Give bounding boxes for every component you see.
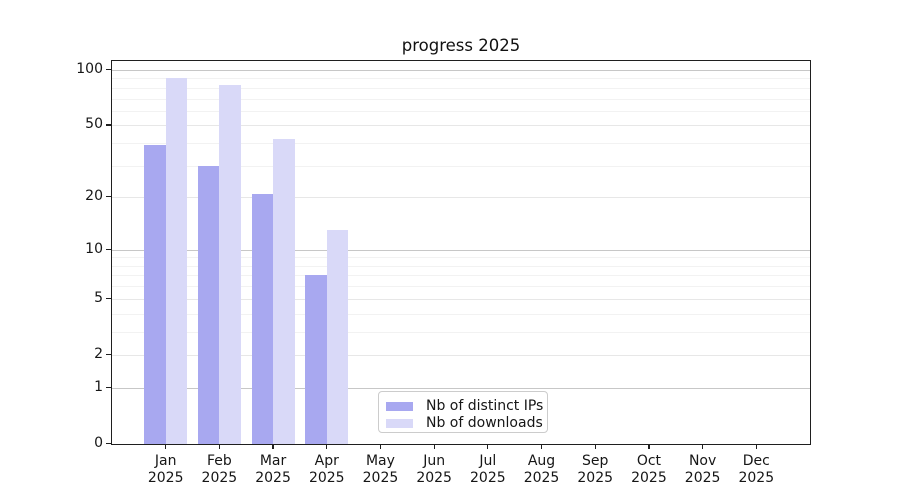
y-tick-mark-10 — [106, 248, 111, 250]
y-tick-mark-2 — [106, 353, 111, 356]
y-tick-label-1: 1 — [94, 378, 103, 395]
y-tick-label-2: 2 — [94, 345, 103, 362]
gridline-minor-60 — [112, 110, 810, 112]
gridline-1 — [112, 387, 810, 389]
gridline-20 — [112, 197, 810, 199]
x-tick-label-feb: Feb 2025 — [201, 453, 238, 486]
legend-item-nb-of-downloads: Nb of downloads — [386, 415, 547, 431]
gridline-minor-40 — [112, 143, 810, 145]
y-tick-label-100: 100 — [76, 61, 103, 77]
gridline-minor-7 — [112, 275, 810, 277]
x-tick-mark-oct — [648, 444, 650, 449]
y-tick-mark-1 — [106, 386, 111, 389]
x-tick-label-jul: Jul 2025 — [470, 453, 506, 486]
gridline-minor-30 — [112, 165, 810, 167]
bar-nb-of-distinct-ips-mar — [251, 193, 274, 444]
x-tick-label-mar: Mar 2025 — [255, 453, 291, 486]
legend-item-nb-of-distinct-ips: Nb of distinct IPs — [386, 398, 547, 414]
y-tick-mark-100 — [106, 69, 111, 71]
legend-label: Nb of downloads — [426, 415, 543, 431]
x-tick-mark-jun — [433, 444, 435, 449]
bar-nb-of-downloads-apr — [326, 230, 349, 444]
gridline-minor-4 — [112, 313, 810, 315]
y-tick-mark-50 — [106, 124, 111, 126]
gridline-minor-90 — [112, 78, 810, 80]
bar-nb-of-downloads-mar — [273, 139, 295, 444]
gridline-minor-8 — [112, 265, 810, 267]
x-tick-mark-mar — [272, 444, 274, 449]
x-tick-mark-apr — [326, 444, 328, 449]
gridline-minor-6 — [112, 286, 810, 288]
bar-nb-of-distinct-ips-apr — [305, 275, 327, 444]
x-tick-label-nov: Nov 2025 — [684, 453, 721, 486]
x-tick-mark-nov — [702, 444, 704, 449]
gridline-2 — [112, 354, 810, 356]
x-tick-mark-feb — [218, 444, 220, 449]
x-tick-label-may: May 2025 — [362, 453, 399, 486]
gridline-10 — [112, 249, 810, 251]
plot-area — [111, 60, 811, 445]
bar-nb-of-distinct-ips-jan — [144, 145, 166, 444]
gridline-minor-70 — [112, 98, 810, 100]
legend-swatch — [386, 418, 413, 428]
x-tick-label-jan: Jan 2025 — [147, 453, 184, 486]
y-tick-mark-5 — [106, 297, 111, 299]
x-tick-label-aug: Aug 2025 — [523, 453, 560, 486]
gridline-minor-3 — [112, 331, 810, 333]
x-tick-label-sep: Sep 2025 — [577, 453, 614, 486]
bar-nb-of-distinct-ips-feb — [197, 165, 220, 444]
gridline-minor-80 — [112, 87, 810, 89]
y-tick-label-20: 20 — [85, 188, 103, 205]
legend: Nb of distinct IPs Nb of downloads — [378, 391, 548, 433]
y-tick-mark-20 — [106, 196, 111, 198]
legend-swatch — [386, 401, 413, 411]
x-tick-mark-jan — [165, 444, 167, 449]
x-tick-mark-jul — [487, 444, 489, 449]
y-tick-label-5: 5 — [94, 289, 103, 306]
legend-label: Nb of distinct IPs — [426, 398, 544, 414]
y-tick-label-0: 0 — [94, 435, 103, 451]
x-tick-label-apr: Apr 2025 — [308, 453, 345, 486]
gridline-50 — [112, 125, 810, 127]
x-tick-mark-sep — [594, 444, 596, 449]
gridline-minor-9 — [112, 257, 810, 259]
x-tick-mark-may — [379, 444, 382, 449]
gridline-100 — [112, 70, 810, 71]
chart-title: progress 2025 — [401, 36, 521, 55]
y-tick-label-10: 10 — [85, 240, 103, 257]
y-tick-mark-0 — [106, 443, 111, 445]
y-tick-label-50: 50 — [85, 116, 103, 133]
x-tick-label-oct: Oct 2025 — [631, 453, 667, 486]
x-tick-mark-dec — [755, 444, 757, 449]
x-tick-label-jun: Jun 2025 — [416, 453, 452, 486]
x-tick-label-dec: Dec 2025 — [738, 453, 775, 486]
bar-nb-of-downloads-feb — [219, 84, 241, 444]
bar-nb-of-downloads-jan — [165, 78, 188, 444]
gridline-5 — [112, 298, 810, 300]
x-tick-mark-aug — [540, 444, 543, 449]
